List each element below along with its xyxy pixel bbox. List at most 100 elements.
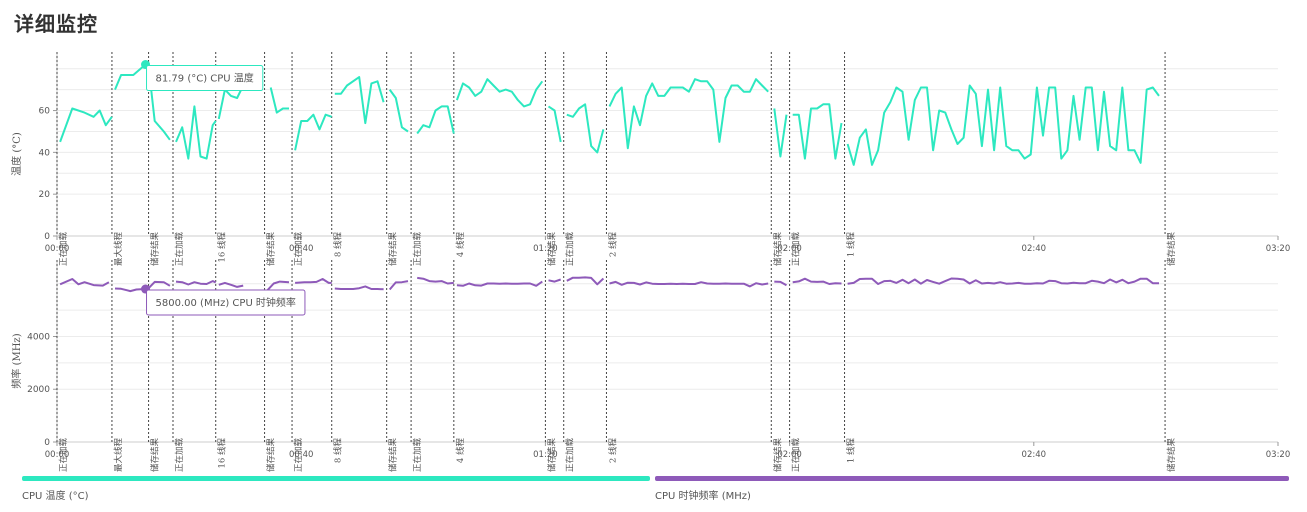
tooltip-box <box>146 289 306 316</box>
event-marker-label: 2 线程 <box>607 232 618 258</box>
x-tick-label: 03:20 <box>1266 244 1291 254</box>
chart-panel-1: 0 2000 4000 频率 (MHz) 00:00 00:40 01:20 02:00 02:… <box>10 260 1290 472</box>
x-tick-label: 00:00 <box>45 244 70 254</box>
series-line <box>147 280 171 289</box>
series-line <box>294 113 333 151</box>
series-line <box>175 280 217 286</box>
series-line <box>547 105 562 143</box>
event-marker-label: 最大线程 <box>113 232 124 267</box>
series-line <box>217 85 245 120</box>
tooltip-text: 81.79 (°C) CPU 温度 <box>156 72 254 85</box>
series-line <box>566 276 605 286</box>
series-line <box>417 276 454 285</box>
event-marker-label: 储存结果 <box>546 232 557 267</box>
series-line <box>59 278 110 287</box>
event-marker-label: 1 线程 <box>846 232 857 258</box>
series-line <box>608 78 769 150</box>
y-tick-label: 0 <box>44 438 50 448</box>
event-marker-label: 储存结果 <box>546 438 557 473</box>
legend-freq-bar[interactable] <box>655 476 1289 481</box>
x-tick-label: 02:40 <box>1022 244 1047 254</box>
series-line <box>175 105 217 160</box>
series-line <box>114 287 146 293</box>
event-marker-label: 储存结果 <box>266 438 277 473</box>
page-title: 详细监控 <box>14 12 98 36</box>
event-marker-label: 正在加载 <box>565 438 576 473</box>
event-marker-label: 16 线程 <box>217 438 228 469</box>
event-marker-label: 8 线程 <box>333 232 344 258</box>
legend-temp-bar[interactable] <box>22 476 650 481</box>
tooltip-box <box>146 65 264 92</box>
event-marker-label: 正在加载 <box>412 438 423 473</box>
x-tick-label: 02:40 <box>1022 450 1047 460</box>
event-marker-label: 1 线程 <box>846 438 857 464</box>
event-marker-label: 正在加载 <box>174 438 185 473</box>
series-line <box>773 108 788 158</box>
series-line <box>846 84 1160 166</box>
y-tick-label: 40 <box>39 148 51 158</box>
series-line <box>548 278 562 283</box>
event-marker-label: 储存结果 <box>1166 438 1177 473</box>
event-marker-label: 正在加载 <box>565 232 576 267</box>
y-tick-label: 60 <box>39 107 51 117</box>
series-line <box>59 107 113 143</box>
event-marker-label: 储存结果 <box>150 438 161 473</box>
event-marker-label: 16 线程 <box>217 232 228 263</box>
event-marker-label: 储存结果 <box>772 438 783 473</box>
y-axis-label: 温度 (°C) <box>10 132 23 176</box>
series-line <box>114 63 147 90</box>
event-marker-label: 正在加载 <box>293 438 304 473</box>
event-marker-label: 最大线程 <box>113 438 124 473</box>
event-marker-label: 储存结果 <box>388 438 399 473</box>
event-marker-label: 正在加载 <box>58 232 69 267</box>
series-line <box>416 105 455 135</box>
series-line <box>456 280 543 287</box>
series-line <box>147 66 171 141</box>
series-line <box>847 277 1159 285</box>
event-marker-label: 4 线程 <box>455 232 466 258</box>
event-marker-label: 正在加载 <box>293 232 304 267</box>
series-line <box>218 281 244 288</box>
x-tick-label: 00:40 <box>289 244 314 254</box>
series-line <box>455 78 544 108</box>
series-line <box>774 280 787 287</box>
x-tick-label: 03:20 <box>1266 450 1291 460</box>
x-tick-label: 00:40 <box>289 450 314 460</box>
chart-panel-0: 0 20 40 60 温度 (°C) 00:00 00:40 01:20 02:00 02:40 0… <box>10 52 1290 266</box>
series-line <box>388 280 409 291</box>
series-line <box>388 89 409 133</box>
series-line <box>792 103 843 160</box>
series-line <box>334 76 385 125</box>
event-marker-label: 正在加载 <box>58 438 69 473</box>
series-line <box>269 87 289 114</box>
y-tick-label: 0 <box>44 232 50 242</box>
event-marker-label: 储存结果 <box>266 232 277 267</box>
event-marker-label: 8 线程 <box>333 438 344 464</box>
event-marker-label: 正在加载 <box>791 232 802 267</box>
series-line <box>334 285 384 291</box>
x-tick-label: 01:20 <box>533 450 558 460</box>
event-marker-label: 储存结果 <box>772 232 783 267</box>
event-marker-label: 正在加载 <box>412 232 423 267</box>
series-line <box>566 103 605 154</box>
legend-freq-label: CPU 时钟频率 (MHz) <box>655 491 751 502</box>
y-tick-label: 4000 <box>27 332 50 342</box>
series-line <box>266 280 290 291</box>
x-tick-label: 02:00 <box>777 244 802 254</box>
y-axis-label: 频率 (MHz) <box>10 333 23 388</box>
event-marker-label: 4 线程 <box>455 438 466 464</box>
y-tick-label: 2000 <box>27 385 50 395</box>
y-tick-label: 20 <box>39 190 51 200</box>
x-tick-label: 00:00 <box>45 450 70 460</box>
event-marker-label: 2 线程 <box>607 438 618 464</box>
series-line <box>295 278 332 284</box>
tooltip-text: 5800.00 (MHz) CPU 时钟频率 <box>156 296 296 309</box>
event-marker-label: 正在加载 <box>174 232 185 267</box>
event-marker-label: 正在加载 <box>791 438 802 473</box>
event-marker-label: 储存结果 <box>150 232 161 267</box>
series-line <box>609 280 769 288</box>
legend-temp-label: CPU 温度 (°C) <box>22 491 89 502</box>
event-marker-label: 储存结果 <box>388 232 399 267</box>
event-marker-label: 储存结果 <box>1166 232 1177 267</box>
